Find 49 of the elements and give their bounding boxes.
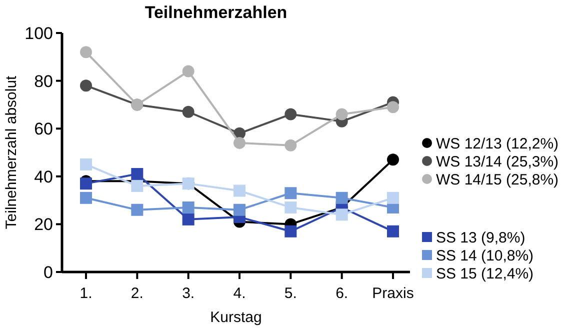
point bbox=[284, 108, 297, 120]
chart-title: Teilnehmerzahlen bbox=[144, 3, 288, 22]
point bbox=[234, 204, 246, 216]
legend-label: SS 15 (12,4%) bbox=[436, 265, 534, 282]
point bbox=[182, 65, 194, 78]
point bbox=[336, 208, 348, 221]
y-tick-label: 80 bbox=[34, 72, 53, 91]
x-axis-title: Kurstag bbox=[210, 309, 262, 326]
point bbox=[284, 201, 297, 214]
x-tick-label: 4. bbox=[233, 285, 246, 302]
legend-label: SS 13 (9,8%) bbox=[436, 229, 526, 246]
legend-label: WS 14/15 (25,8%) bbox=[436, 171, 559, 188]
point bbox=[234, 184, 246, 197]
y-tick-label: 100 bbox=[24, 24, 53, 43]
x-tick-label: 3. bbox=[182, 285, 195, 302]
point bbox=[80, 80, 92, 92]
x-tick-label: 6. bbox=[336, 285, 348, 302]
point bbox=[80, 192, 92, 204]
y-tick-label: 0 bbox=[44, 262, 53, 282]
x-tick-label: 5. bbox=[284, 285, 297, 302]
point bbox=[234, 136, 246, 149]
point bbox=[284, 187, 297, 200]
legend-label: WS 13/14 (25,3%) bbox=[436, 153, 559, 170]
point bbox=[80, 46, 92, 58]
point bbox=[131, 180, 144, 192]
x-tick-label: Praxis bbox=[372, 285, 414, 302]
x-tick-label: 2. bbox=[130, 285, 144, 302]
point bbox=[387, 225, 399, 238]
y-tick-label: 60 bbox=[34, 120, 53, 139]
y-tick-label: 20 bbox=[34, 215, 53, 234]
y-tick-label: 40 bbox=[34, 167, 53, 186]
point bbox=[182, 106, 194, 118]
point bbox=[80, 178, 92, 190]
point bbox=[182, 201, 194, 214]
point bbox=[387, 192, 399, 204]
point bbox=[80, 158, 92, 170]
point bbox=[387, 101, 399, 114]
y-axis-title: Teilnehmerzahl absolut bbox=[3, 74, 20, 230]
x-tick-label: 1. bbox=[80, 285, 92, 302]
point bbox=[336, 108, 348, 120]
point bbox=[131, 168, 144, 180]
point bbox=[387, 154, 399, 166]
point bbox=[131, 204, 144, 216]
legend-label: SS 14 (10,8%) bbox=[436, 247, 534, 264]
legend-label: WS 12/13 (12,2%) bbox=[436, 135, 559, 152]
point bbox=[284, 139, 297, 152]
point bbox=[182, 213, 194, 226]
point bbox=[284, 225, 297, 238]
point bbox=[336, 192, 348, 204]
